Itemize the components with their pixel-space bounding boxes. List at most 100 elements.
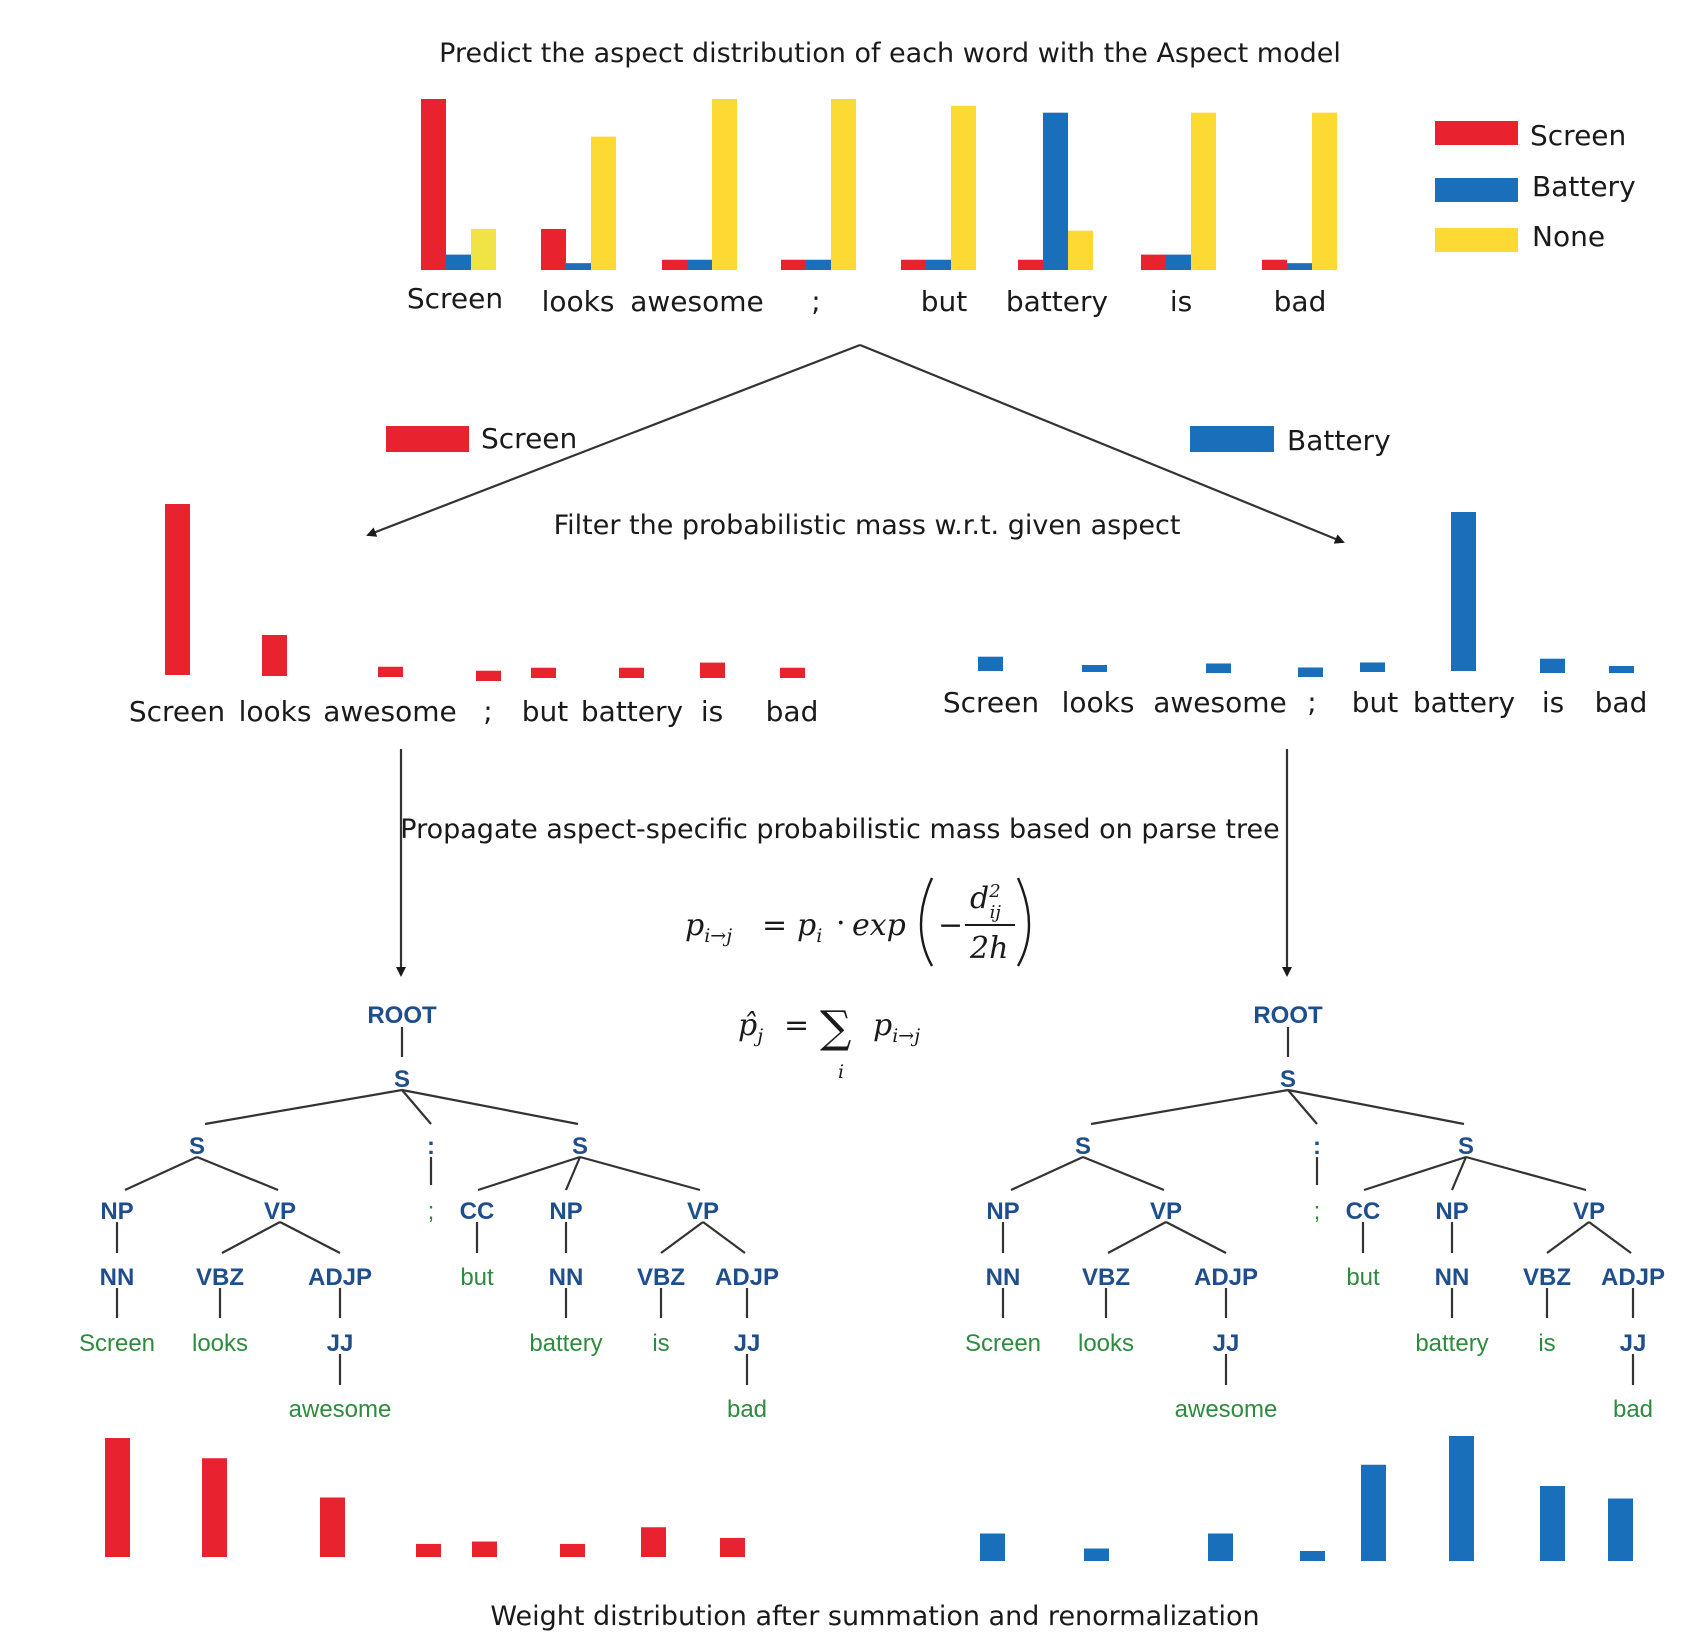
filtered-screen-word-battery: battery xyxy=(581,695,683,728)
filtered-screen-bars xyxy=(165,504,805,681)
filtered-screen-bar-token-3 xyxy=(476,670,501,681)
filtered-battery-bars xyxy=(978,512,1634,677)
right-tree-node-np-right: NP xyxy=(1435,1198,1468,1225)
bar-none-screen xyxy=(471,228,496,270)
right-tree-node-leaf-battery: battery xyxy=(1415,1330,1488,1357)
right-tree-node-colon: : xyxy=(1313,1133,1321,1160)
final-screen-bar-but xyxy=(472,1541,497,1557)
right-tree-node-jj-left: JJ xyxy=(1213,1330,1240,1357)
left-tree-edge xyxy=(401,1088,579,1126)
bar-screen-bad xyxy=(1262,259,1287,270)
right-tree-node-s-right: S xyxy=(1458,1133,1474,1160)
left-tree-edge xyxy=(477,1155,581,1192)
title-propagate: Propagate aspect-specific probabilistic … xyxy=(400,814,1279,845)
final-screen-bar-token-3 xyxy=(416,1543,441,1557)
filtered-battery-bar-screen xyxy=(978,656,1003,671)
bar-screen-screen xyxy=(421,99,446,270)
right-tree-node-root: ROOT xyxy=(1253,1002,1323,1029)
filtered-battery-word-token-3: ; xyxy=(1307,686,1316,719)
left-tree-node-jj-left: JJ xyxy=(327,1330,354,1357)
left-tree-node-leaf-looks: looks xyxy=(192,1330,248,1357)
right-tree-edge xyxy=(1363,1155,1467,1192)
right-tree-edge xyxy=(1450,1156,1468,1191)
left-tree-edge xyxy=(579,1155,701,1192)
right-tree-node-vbz-left: VBZ xyxy=(1082,1264,1130,1291)
left-tree-node-adjp-right: ADJP xyxy=(715,1264,779,1291)
legend-swatch-none xyxy=(1435,228,1518,252)
filtered-battery-bar-but xyxy=(1360,662,1385,672)
word-label-battery: battery xyxy=(1006,285,1108,318)
final-screen-bar-bad xyxy=(720,1537,745,1557)
filtered-screen-word-but: but xyxy=(522,695,569,728)
left-tree-node-nn-right: NN xyxy=(549,1264,584,1291)
right-tree-edge xyxy=(1588,1221,1632,1254)
aspect-swatch-screen xyxy=(386,426,469,452)
word-label-token-3: ; xyxy=(811,285,820,318)
bar-battery-token-3 xyxy=(806,259,831,270)
left-tree-edge xyxy=(279,1221,341,1254)
left-tree-node-s-right: S xyxy=(572,1133,588,1160)
left-tree-node-cc: CC xyxy=(460,1198,495,1225)
left-tree-node-leaf-awesome: awesome xyxy=(289,1396,392,1423)
formula-lhs: pi→j xyxy=(685,908,732,947)
final-battery-bar-awesome xyxy=(1208,1533,1233,1561)
formula-left-paren xyxy=(919,877,934,967)
filtered-battery-bar-token-3 xyxy=(1298,667,1323,677)
right-tree-edge xyxy=(1107,1221,1167,1254)
left-tree-node-nn-left: NN xyxy=(100,1264,135,1291)
formula-right-paren xyxy=(1016,877,1031,967)
filtered-screen-word-token-3: ; xyxy=(483,695,492,728)
right-tree-node-nn-left: NN xyxy=(986,1264,1021,1291)
filtered-screen-bar-awesome xyxy=(378,666,403,677)
left-tree-edge xyxy=(401,1089,432,1125)
filtered-screen-word-screen: Screen xyxy=(129,695,225,728)
top-chart-word-labels: Screen looks awesome; but battery is bad xyxy=(407,282,1326,318)
left-tree-node-leaf-screen: Screen xyxy=(79,1330,155,1357)
right-tree-node-leaf-is: is xyxy=(1538,1330,1555,1357)
final-battery-bar-screen xyxy=(980,1533,1005,1561)
right-tree-edge xyxy=(1165,1221,1227,1254)
filtered-screen-bar-is xyxy=(700,662,725,678)
right-tree-node-adjp-right: ADJP xyxy=(1601,1264,1665,1291)
right-tree-edge xyxy=(1546,1221,1590,1254)
left-tree-node-np-left: NP xyxy=(100,1198,133,1225)
final-battery-bar-battery xyxy=(1449,1436,1474,1561)
word-label-bad: bad xyxy=(1274,285,1327,318)
left-tree-node-s-top: S xyxy=(394,1066,410,1093)
left-tree-node-vbz-left: VBZ xyxy=(196,1264,244,1291)
right-tree-node-vbz-right: VBZ xyxy=(1523,1264,1571,1291)
formula-p-i: pi xyxy=(797,908,822,947)
legend-swatch-battery xyxy=(1435,178,1518,202)
left-tree-edge xyxy=(124,1156,198,1191)
final-screen-bar-looks xyxy=(202,1458,227,1557)
aspect-swatch-battery xyxy=(1190,426,1274,452)
final-screen-bars xyxy=(105,1438,745,1557)
bar-none-looks xyxy=(591,136,616,270)
right-tree-node-leaf-awesome: awesome xyxy=(1175,1396,1278,1423)
bar-screen-battery xyxy=(1018,259,1043,270)
filtered-battery-word-labels: Screen looks awesome; but battery is bad xyxy=(943,686,1647,719)
bar-screen-token-3 xyxy=(781,259,806,270)
title-bottom: Weight distribution after summation and … xyxy=(490,1601,1259,1632)
formula-exp: exp xyxy=(852,908,906,943)
final-screen-bar-awesome xyxy=(320,1497,345,1557)
word-label-screen: Screen xyxy=(407,282,503,315)
left-tree-node-np-right: NP xyxy=(549,1198,582,1225)
bar-battery-battery xyxy=(1043,112,1068,271)
bar-screen-awesome xyxy=(662,259,687,270)
right-tree-node-s-top: S xyxy=(1280,1066,1296,1093)
right-tree-node-leaf-looks: looks xyxy=(1078,1330,1134,1357)
bar-battery-bad xyxy=(1287,263,1312,270)
left-tree-node-semicolon: ; xyxy=(428,1198,435,1225)
left-tree-node-vp-left: VP xyxy=(264,1198,296,1225)
filtered-screen-word-labels: Screen looks awesome; but battery is bad xyxy=(129,695,818,728)
filtered-battery-word-bad: bad xyxy=(1595,686,1648,719)
filtered-screen-bar-looks xyxy=(262,634,287,676)
left-tree-edge xyxy=(702,1221,746,1254)
word-label-but: but xyxy=(921,285,968,318)
filtered-battery-bar-awesome xyxy=(1206,663,1231,673)
right-tree-edge xyxy=(1287,1089,1318,1125)
left-tree-node-leaf-battery: battery xyxy=(529,1330,602,1357)
legend-label-battery: Battery xyxy=(1532,170,1636,203)
legend-label-screen: Screen xyxy=(1530,119,1626,152)
